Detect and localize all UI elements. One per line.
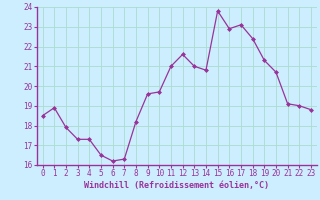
X-axis label: Windchill (Refroidissement éolien,°C): Windchill (Refroidissement éolien,°C) bbox=[84, 181, 269, 190]
